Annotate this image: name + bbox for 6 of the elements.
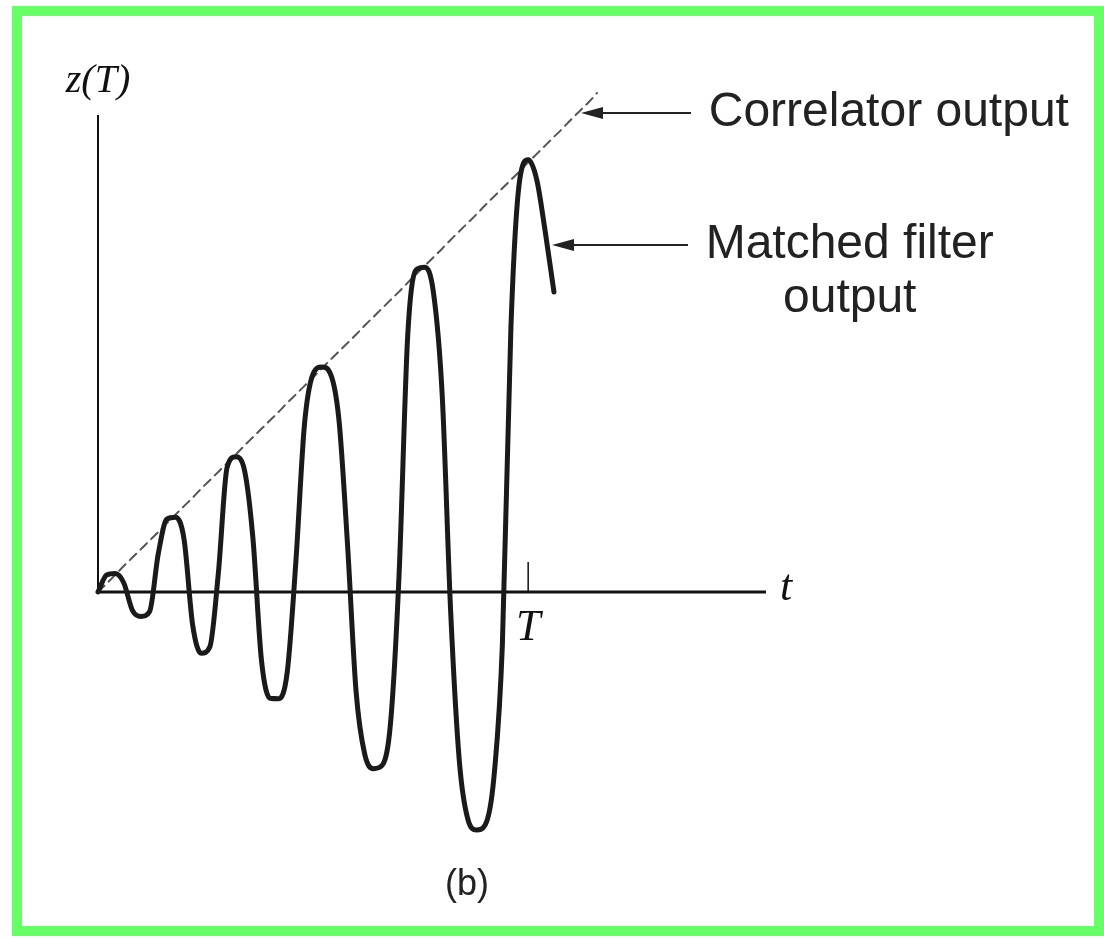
x-axis-title: t <box>780 560 794 610</box>
y-axis-title: z(T) <box>64 55 131 101</box>
text: Matched filter output <box>705 215 994 323</box>
annotation: T <box>515 600 544 650</box>
text: (b) <box>445 861 489 903</box>
text: Correlator output <box>708 83 1069 137</box>
